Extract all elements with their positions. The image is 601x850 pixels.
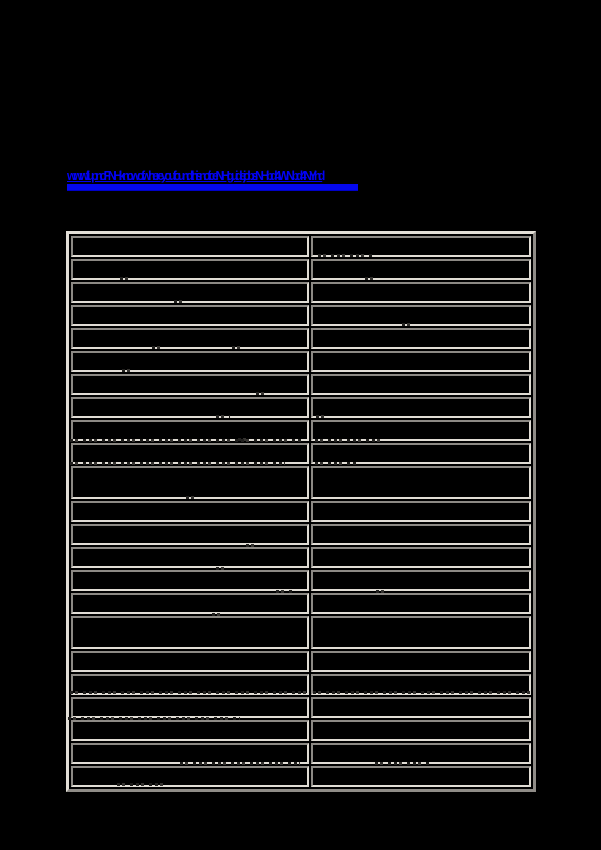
table-row <box>71 466 531 499</box>
table-cell-right <box>311 443 531 464</box>
table-row <box>71 743 531 764</box>
table-cell-right <box>311 305 531 326</box>
table-cell-right <box>311 616 531 649</box>
form-table <box>66 231 536 792</box>
table-cell-left <box>71 466 309 499</box>
table-cell-left <box>71 547 309 568</box>
table-cell-right <box>311 501 531 522</box>
table-cell-left <box>71 651 309 672</box>
table-cell-right <box>311 374 531 395</box>
table-cell-right <box>311 674 531 695</box>
table-cell-left <box>71 766 309 787</box>
table-cell-right <box>311 720 531 741</box>
table-cell-left <box>71 443 309 464</box>
table-cell-left <box>71 374 309 395</box>
table-cell-left <box>71 697 309 718</box>
table-row <box>71 259 531 280</box>
table-cell-right <box>311 282 531 303</box>
table-row <box>71 674 531 695</box>
table-cell-left <box>71 420 309 441</box>
table-cell-left <box>71 259 309 280</box>
table-row <box>71 397 531 418</box>
table-cell-left <box>71 720 309 741</box>
table-cell-left <box>71 674 309 695</box>
table-cell-right <box>311 651 531 672</box>
table-row <box>71 374 531 395</box>
table-row <box>71 282 531 303</box>
table-cell-left <box>71 570 309 591</box>
table-row <box>71 236 531 257</box>
table-row <box>71 351 531 372</box>
table-cell-left <box>71 328 309 349</box>
table-row <box>71 616 531 649</box>
table-cell-right <box>311 547 531 568</box>
table-cell-left <box>71 524 309 545</box>
table-row <box>71 697 531 718</box>
table-row <box>71 766 531 787</box>
table-cell-left <box>71 305 309 326</box>
table-row <box>71 720 531 741</box>
hyperlink-text-line1: wwwfiliupnoFNHknowofwhereyoufoundthisnot… <box>67 169 325 183</box>
table-cell-right <box>311 397 531 418</box>
table-cell-right <box>311 328 531 349</box>
table-cell-left <box>71 282 309 303</box>
form-table-container <box>66 231 536 792</box>
form-table-body <box>71 236 531 787</box>
table-cell-right <box>311 259 531 280</box>
table-cell-left <box>71 397 309 418</box>
table-cell-left <box>71 593 309 614</box>
table-cell-left <box>71 236 309 257</box>
table-row <box>71 547 531 568</box>
table-cell-left <box>71 351 309 372</box>
table-cell-right <box>311 570 531 591</box>
table-cell-right <box>311 351 531 372</box>
table-row <box>71 501 531 522</box>
table-row <box>71 420 531 441</box>
table-cell-right <box>311 766 531 787</box>
table-row <box>71 570 531 591</box>
table-row <box>71 593 531 614</box>
table-row <box>71 305 531 326</box>
table-cell-left <box>71 616 309 649</box>
table-row <box>71 328 531 349</box>
table-cell-right <box>311 420 531 441</box>
table-cell-right <box>311 524 531 545</box>
table-cell-right <box>311 236 531 257</box>
table-cell-right <box>311 743 531 764</box>
table-cell-right <box>311 697 531 718</box>
table-cell-left <box>71 743 309 764</box>
table-cell-right <box>311 466 531 499</box>
table-row <box>71 524 531 545</box>
table-cell-left <box>71 501 309 522</box>
hyperlink-text-line2-compressed-bar <box>67 184 358 191</box>
document-hyperlink[interactable]: wwwfiliupnoFNHknowofwhereyoufoundthisnot… <box>67 169 358 191</box>
table-row <box>71 443 531 464</box>
table-row <box>71 651 531 672</box>
table-cell-right <box>311 593 531 614</box>
